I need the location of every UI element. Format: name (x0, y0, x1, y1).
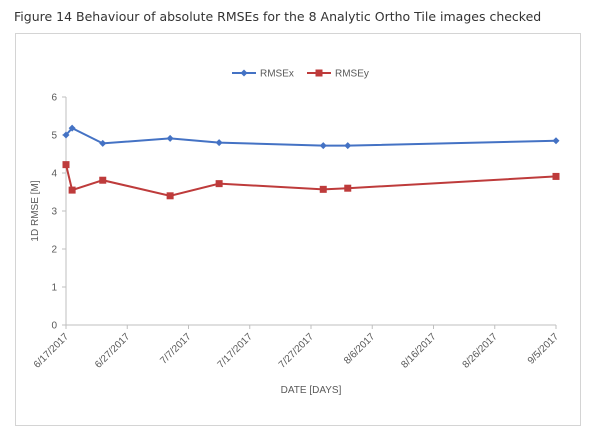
x-tick-label: 7/17/2017 (216, 331, 256, 371)
x-tick-label: 8/6/2017 (342, 331, 378, 367)
figure-caption: Figure 14 Behaviour of absolute RMSEs fo… (14, 9, 542, 24)
data-point-rmsex (62, 131, 70, 139)
x-tick-label: 6/27/2017 (93, 331, 133, 371)
y-tick-label: 5 (51, 131, 57, 142)
data-point-rmsey (62, 161, 70, 169)
x-tick-label: 8/16/2017 (399, 331, 439, 371)
x-tick-label: 8/26/2017 (461, 331, 501, 371)
legend-marker-rmsex (240, 69, 248, 77)
y-tick-label: 0 (51, 321, 57, 332)
y-tick-label: 6 (51, 93, 57, 104)
data-point-rmsey (319, 185, 327, 193)
x-axis-title: DATE [DAYS] (281, 385, 342, 396)
legend-label-rmsex: RMSEx (260, 69, 294, 80)
data-point-rmsex (166, 134, 174, 142)
series-line-rmsey (65, 164, 557, 197)
data-point-rmsex (68, 124, 76, 132)
data-point-rmsey (166, 192, 174, 200)
data-point-rmsey (68, 186, 76, 194)
x-tick-label: 7/27/2017 (277, 331, 317, 371)
x-tick-label: 7/7/2017 (158, 331, 194, 367)
y-tick-label: 1 (51, 283, 57, 294)
data-point-rmsex (344, 142, 352, 150)
data-point-rmsey (99, 176, 107, 184)
x-tick-label: 9/5/2017 (526, 331, 562, 367)
x-tick-label: 6/17/2017 (32, 331, 72, 371)
data-point-rmsex (319, 142, 327, 150)
y-axis-title: 1D RMSE [M] (30, 180, 41, 241)
data-point-rmsex (99, 139, 107, 147)
legend-label-rmsey: RMSEy (335, 69, 369, 80)
y-tick-label: 4 (51, 169, 57, 180)
chart-frame (15, 33, 581, 426)
data-point-rmsex (552, 137, 560, 145)
y-tick-label: 2 (51, 245, 57, 256)
data-point-rmsey (552, 172, 560, 180)
legend-marker-rmsey (315, 69, 323, 77)
data-point-rmsey (344, 184, 352, 192)
data-point-rmsey (215, 180, 223, 188)
series-line-rmsex (65, 126, 557, 147)
y-tick-label: 3 (51, 207, 57, 218)
data-point-rmsex (215, 139, 223, 147)
